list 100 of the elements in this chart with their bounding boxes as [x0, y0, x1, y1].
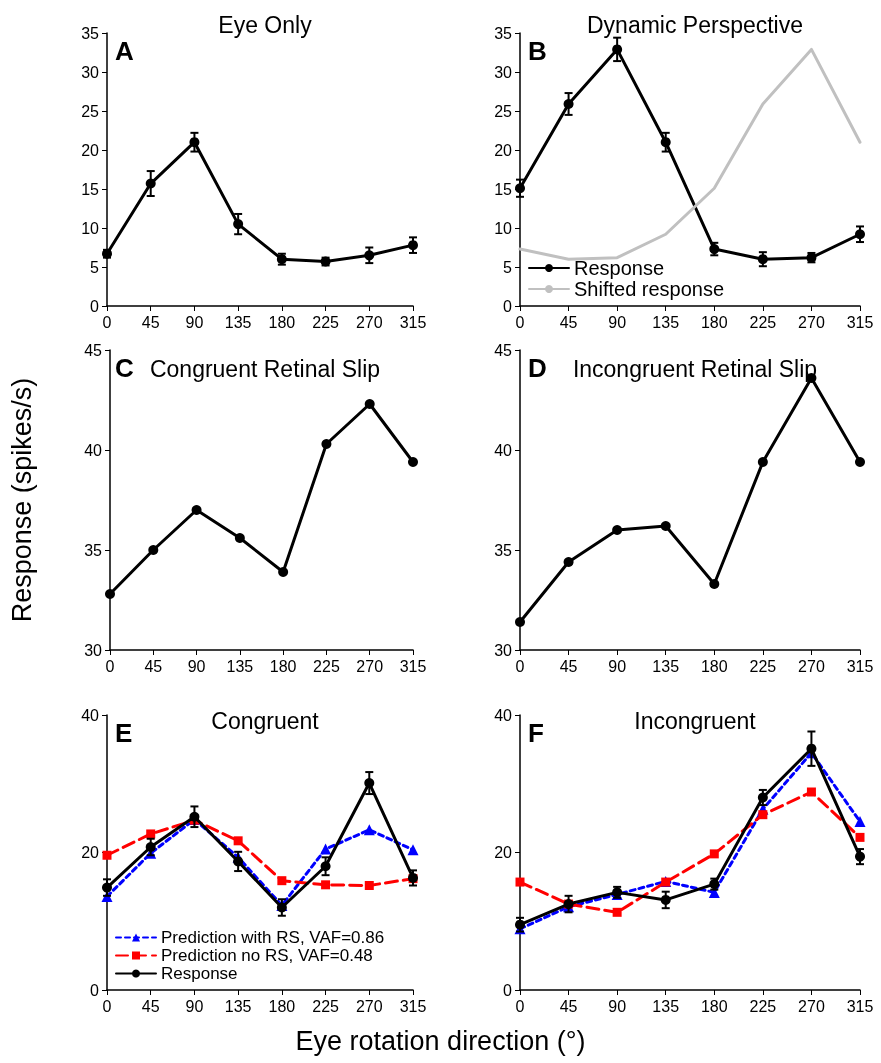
y-tick-label: 25 — [494, 102, 513, 120]
x-tick-label: 180 — [268, 997, 296, 1015]
point — [320, 843, 332, 855]
x-tick-label: 135 — [652, 657, 680, 675]
annotation: A — [115, 36, 134, 66]
y-tick-label: 0 — [503, 297, 513, 315]
y-tick-label: 45 — [494, 341, 513, 359]
y-tick-label: 0 — [90, 981, 100, 999]
point — [105, 589, 115, 599]
x-tick-label: 225 — [749, 997, 777, 1015]
point — [709, 579, 720, 589]
x-tick-label: 90 — [185, 997, 204, 1015]
x-tick-label: 180 — [269, 657, 297, 675]
x-tick-label: 0 — [515, 313, 525, 331]
x-tick-label: 180 — [700, 657, 728, 675]
x-tick-label: 225 — [312, 313, 340, 331]
y-tick-label: 10 — [81, 219, 100, 237]
point — [148, 545, 159, 555]
y-tick-label: 35 — [81, 24, 100, 42]
point — [660, 521, 671, 531]
y-tick-label: 45 — [84, 341, 103, 359]
x-tick-label: 225 — [749, 657, 777, 675]
x-tick-label: 45 — [144, 657, 163, 675]
point — [515, 617, 525, 627]
point — [758, 810, 768, 820]
x-tick-label: 90 — [608, 313, 627, 331]
x-tick-label: 180 — [700, 313, 728, 331]
point — [321, 439, 332, 449]
y-tick-label: 15 — [494, 180, 513, 198]
x-tick-label: 225 — [749, 313, 777, 331]
point — [806, 787, 816, 797]
point — [277, 876, 287, 886]
y-tick-label: 30 — [494, 641, 513, 659]
chart-title: Eye Only — [218, 11, 313, 38]
x-tick-label: 270 — [798, 657, 825, 675]
point — [233, 836, 243, 846]
x-tick-label: 315 — [846, 657, 874, 675]
y-tick-label: 20 — [81, 141, 100, 159]
legend-label: Response — [161, 964, 238, 983]
x-tick-label: 270 — [356, 657, 384, 675]
y-tick-label: 25 — [81, 102, 100, 120]
x-tick-label: 90 — [608, 997, 627, 1015]
chart-title: Congruent Retinal Slip — [149, 355, 381, 382]
point — [855, 832, 865, 842]
x-tick-label: 0 — [515, 657, 525, 675]
legend-label: Prediction no RS, VAF=0.48 — [161, 946, 373, 965]
y-tick-label: 20 — [494, 844, 513, 861]
annotation: F — [528, 718, 544, 748]
y-axis-title: Response (spikes/s) — [6, 377, 37, 623]
x-tick-label: 45 — [559, 997, 578, 1015]
y-tick-label: 40 — [494, 706, 513, 724]
x-tick-label: 270 — [798, 997, 825, 1015]
annotation: E — [115, 718, 133, 748]
x-tick-label: 135 — [224, 997, 252, 1015]
point — [191, 505, 202, 515]
legend-label: Shifted response — [574, 278, 725, 300]
x-tick-label: 135 — [652, 313, 680, 331]
point — [515, 877, 525, 887]
y-tick-label: 15 — [81, 180, 100, 198]
point — [321, 880, 331, 890]
x-tick-label: 225 — [312, 997, 340, 1015]
point — [757, 457, 768, 467]
y-tick-label: 5 — [90, 258, 100, 276]
x-tick-label: 225 — [313, 657, 340, 675]
point — [102, 850, 112, 860]
point — [854, 816, 866, 828]
y-tick-label: 35 — [84, 541, 103, 559]
x-tick-label: 180 — [268, 313, 296, 331]
x-tick-label: 90 — [185, 313, 204, 331]
point — [855, 457, 865, 467]
x-tick-label: 315 — [846, 313, 874, 331]
y-tick-label: 35 — [494, 541, 513, 559]
point — [364, 881, 374, 890]
point — [363, 824, 375, 836]
x-tick-label: 45 — [559, 313, 578, 331]
x-tick-label: 0 — [105, 657, 115, 675]
point — [563, 557, 574, 567]
chart-title: Congruent — [211, 707, 320, 734]
y-tick-label: 20 — [81, 844, 100, 861]
x-tick-label: 0 — [515, 997, 525, 1015]
point — [612, 525, 623, 535]
x-tick-label: 135 — [226, 657, 254, 675]
x-tick-label: 270 — [355, 997, 383, 1015]
x-tick-label: 315 — [399, 997, 427, 1015]
annotation: B — [528, 36, 547, 66]
x-tick-label: 270 — [798, 313, 825, 331]
annotation: C — [115, 353, 134, 383]
point — [364, 399, 375, 409]
annotation: D — [528, 353, 547, 383]
x-tick-label: 315 — [846, 997, 874, 1015]
x-tick-label: 90 — [608, 657, 627, 675]
point — [234, 533, 245, 543]
point — [408, 457, 418, 467]
x-tick-label: 180 — [700, 997, 728, 1015]
point — [709, 849, 719, 859]
x-tick-label: 45 — [559, 657, 578, 675]
x-tick-label: 315 — [399, 313, 427, 331]
point — [612, 907, 622, 917]
legend-label: Response — [574, 257, 665, 279]
y-tick-label: 0 — [90, 297, 100, 315]
